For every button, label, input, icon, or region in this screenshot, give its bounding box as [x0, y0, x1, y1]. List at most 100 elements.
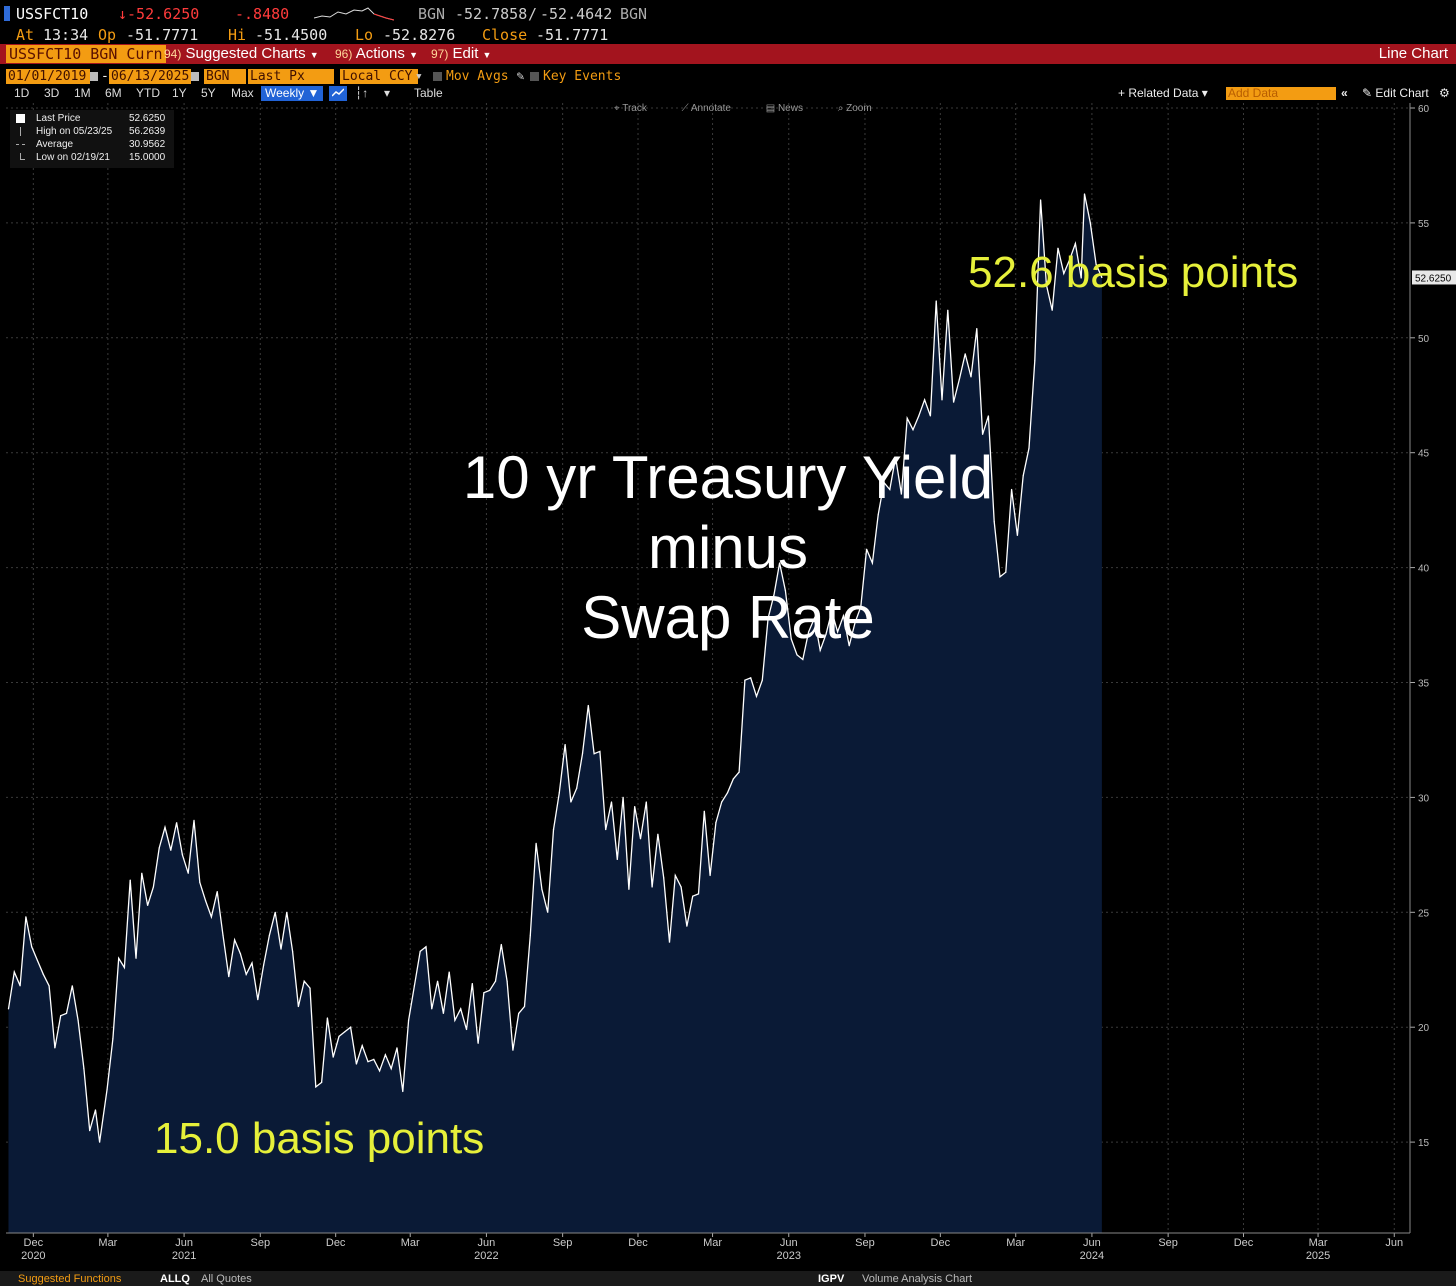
- line-chart-icon[interactable]: [329, 86, 347, 101]
- footer: Suggested Functions ALLQ All Quotes IGPV…: [0, 1271, 1456, 1286]
- allq-code[interactable]: ALLQ: [160, 1273, 190, 1285]
- collapse-icon[interactable]: «: [1341, 86, 1348, 100]
- data-point: [506, 980, 508, 982]
- legend-name: Average: [36, 139, 74, 150]
- legend: Last Price 52.6250 High on 05/23/25 56.2…: [10, 110, 174, 168]
- data-point: [570, 801, 572, 803]
- period-1y[interactable]: 1Y: [172, 86, 187, 100]
- data-point: [234, 939, 236, 941]
- bid-source: BGN: [418, 5, 446, 23]
- edit-chart-button[interactable]: ✎ Edit Chart: [1362, 86, 1429, 101]
- data-point: [1083, 193, 1086, 195]
- data-point: [465, 1028, 468, 1031]
- data-point: [773, 594, 775, 596]
- data-point: [813, 617, 816, 619]
- data-point: [976, 328, 978, 330]
- legend-value: 56.2639: [129, 126, 166, 137]
- calendar-icon[interactable]: [90, 72, 98, 81]
- period-5y[interactable]: 5Y: [201, 86, 216, 100]
- end-date-value: 06/13/2025: [111, 69, 190, 84]
- menu-edit[interactable]: 97) Edit ▼: [431, 45, 491, 63]
- data-point: [99, 1141, 101, 1143]
- data-point: [1095, 263, 1097, 265]
- chevron-down-icon[interactable]: ▾: [384, 86, 391, 100]
- settings-row: 01/01/2019 - 06/13/2025 BGN Last Px Loca…: [0, 68, 1456, 86]
- zoom-tool[interactable]: ⌕ Zoom: [837, 103, 872, 114]
- last-value-tag: [1412, 270, 1456, 285]
- ticker[interactable]: USSFCT10: [16, 5, 89, 23]
- data-point: [123, 966, 126, 969]
- related-data-button[interactable]: + Related Data ▾: [1118, 86, 1208, 100]
- key-events-label: Key Events: [543, 69, 622, 84]
- table-button[interactable]: Table: [414, 86, 443, 100]
- x-tick-label: Dec: [326, 1237, 346, 1249]
- key-events-toggle[interactable]: Key Events: [530, 69, 621, 84]
- data-point: [1057, 247, 1059, 249]
- y-tick-label: 50: [1418, 334, 1430, 345]
- data-point: [176, 822, 178, 824]
- data-point: [13, 971, 15, 973]
- gear-icon[interactable]: ⚙: [1439, 86, 1450, 100]
- period-3d[interactable]: 3D: [44, 86, 60, 100]
- x-tick-label: Mar: [401, 1237, 420, 1249]
- legend-row-last[interactable]: Last Price 52.6250: [10, 112, 174, 125]
- period-6m[interactable]: 6M: [105, 86, 122, 100]
- data-point: [349, 1026, 352, 1028]
- stats-row: At 13:34 Op -51.7771 Hi -51.4500 Lo -52.…: [0, 24, 1456, 44]
- mov-avgs-toggle[interactable]: Mov Avgs ✎: [433, 69, 524, 84]
- end-date-field[interactable]: 06/13/2025: [109, 69, 191, 84]
- frequency-select[interactable]: Weekly ▼: [261, 86, 324, 101]
- data-point: [535, 842, 537, 844]
- menu-suggested-charts[interactable]: 94) Suggested Charts ▼: [164, 45, 319, 63]
- data-point: [471, 982, 473, 985]
- period-max[interactable]: Max: [231, 86, 254, 100]
- data-point: [129, 879, 131, 881]
- data-point: [147, 904, 149, 907]
- x-tick-label: Sep: [1158, 1237, 1178, 1249]
- data-point: [581, 753, 584, 755]
- chevron-down-icon[interactable]: ▾: [415, 69, 423, 84]
- currency-select[interactable]: Local CCY: [340, 69, 418, 84]
- security-field[interactable]: USSFCT10 BGN Curn: [6, 45, 166, 63]
- data-point: [1028, 447, 1030, 449]
- data-point: [1045, 284, 1047, 286]
- data-point: [929, 415, 932, 417]
- data-point: [761, 679, 763, 681]
- start-date-field[interactable]: 01/01/2019: [6, 69, 90, 84]
- data-point: [825, 633, 827, 635]
- chart-annotation-title: 10 yr Treasury Yield minus Swap Rate: [378, 443, 1078, 653]
- field-select[interactable]: Last Px: [248, 69, 334, 84]
- period-1d[interactable]: 1D: [14, 86, 30, 100]
- data-point: [668, 941, 671, 943]
- menu-num: 94): [164, 47, 182, 61]
- calendar-icon[interactable]: [191, 72, 199, 81]
- data-point: [674, 874, 676, 877]
- legend-name: Low on 02/19/21: [36, 152, 110, 163]
- add-data-input[interactable]: Add Data: [1226, 87, 1336, 100]
- x-tick-label: Dec: [1234, 1237, 1254, 1249]
- data-point: [361, 1044, 363, 1047]
- menu-actions[interactable]: 96) Actions ▼: [335, 45, 418, 63]
- data-point: [784, 589, 787, 592]
- news-tool[interactable]: ▤ News: [765, 103, 803, 114]
- data-point: [866, 548, 868, 550]
- annotate-tool[interactable]: ⟋ Annotate: [681, 103, 731, 114]
- data-point: [402, 1090, 404, 1093]
- suggested-functions-link[interactable]: Suggested Functions: [18, 1273, 122, 1285]
- data-point: [286, 911, 288, 913]
- track-tool[interactable]: ⌖ Track: [614, 103, 647, 114]
- price-line: [7, 193, 1103, 1143]
- source-field[interactable]: BGN: [204, 69, 246, 84]
- ask-value: -52.4642: [540, 5, 613, 23]
- bar-style-icon[interactable]: ┆↑: [355, 86, 369, 100]
- igpv-code[interactable]: IGPV: [818, 1273, 845, 1285]
- period-ytd[interactable]: YTD: [136, 86, 160, 100]
- data-point: [309, 987, 311, 989]
- period-1m[interactable]: 1M: [74, 86, 91, 100]
- field-value: Last Px: [250, 69, 305, 84]
- data-point: [77, 1019, 79, 1021]
- data-point: [500, 943, 502, 946]
- x-tick-label: Jun: [780, 1237, 798, 1249]
- data-point: [750, 677, 752, 679]
